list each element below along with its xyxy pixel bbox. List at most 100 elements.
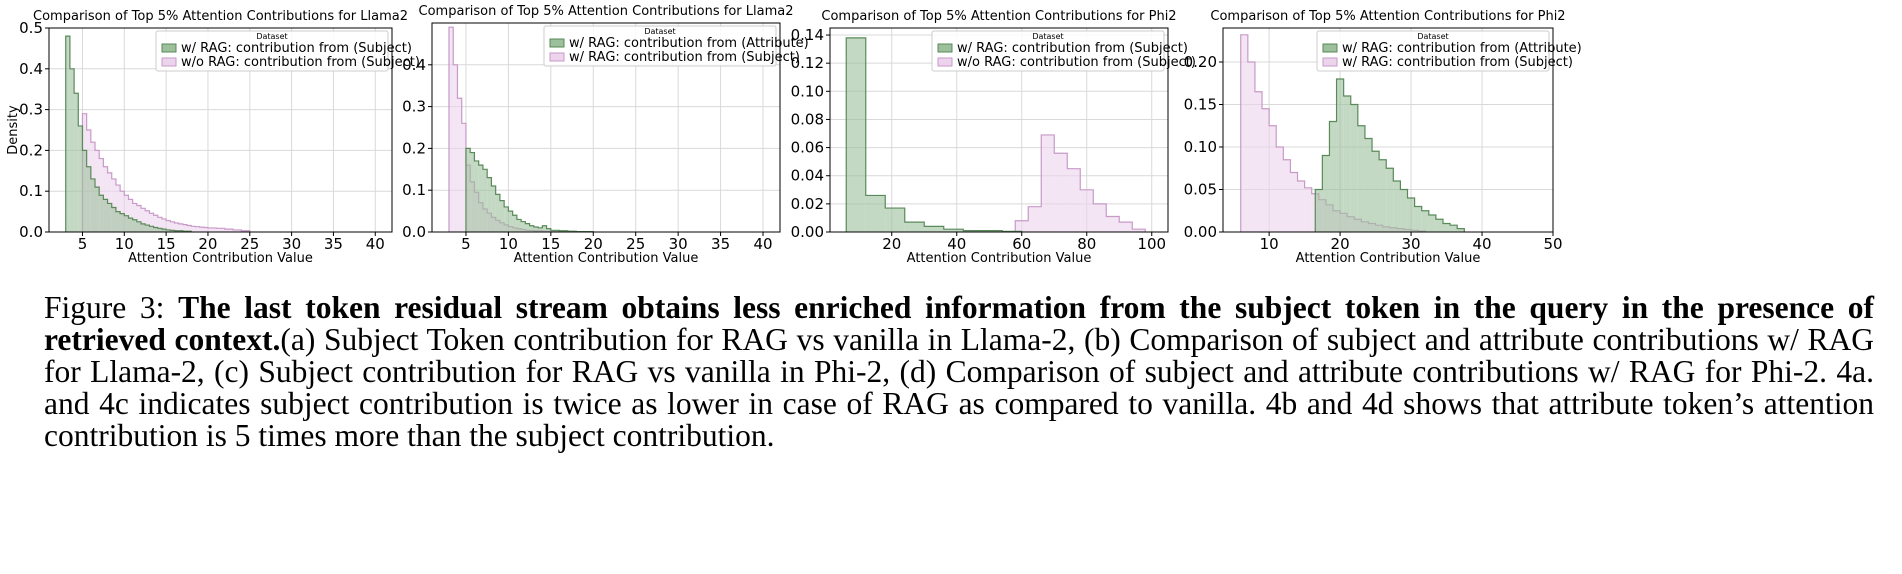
histogram-bar xyxy=(1428,215,1436,232)
histogram-bar xyxy=(1297,181,1305,232)
figure-charts: 5 10 15 20 25 30 35 40 0.0 0.1 0.2 0.3 0.4 0.5 Compari… xyxy=(6,4,1582,266)
histogram-bar xyxy=(216,228,225,232)
histogram-bar xyxy=(170,221,175,232)
plot-frame xyxy=(48,27,393,233)
histogram-bar xyxy=(174,230,183,232)
y-tick-label: 0.04 xyxy=(791,167,824,185)
histogram-bar xyxy=(128,218,133,232)
histogram-bar xyxy=(448,27,454,233)
histogram-bar xyxy=(1407,198,1415,232)
caption-body: (a) Subject Token contribution for RAG v… xyxy=(44,322,1874,453)
histogram-bar xyxy=(161,218,167,232)
series-1 xyxy=(1014,134,1146,232)
legend-box xyxy=(1316,30,1550,72)
x-tick-label: 10 xyxy=(1260,235,1279,253)
legend-label: w/ RAG: contribution from (Attribute) xyxy=(1342,41,1582,56)
histogram-bar xyxy=(170,230,175,232)
plot-frame xyxy=(829,27,1169,233)
histogram-bar xyxy=(453,64,458,232)
histogram-bar xyxy=(546,228,551,232)
y-tick-label: 0.0 xyxy=(402,223,426,241)
histogram-outline xyxy=(81,113,251,232)
histogram-bar xyxy=(1015,220,1029,232)
histogram-bar xyxy=(90,178,96,232)
chart-title: Comparison of Top 5% Attention Contribut… xyxy=(33,9,408,24)
histogram-bar xyxy=(107,203,112,232)
x-tick-label: 60 xyxy=(1012,235,1031,253)
x-tick-label: 20 xyxy=(198,235,217,253)
x-tick-label: 25 xyxy=(240,235,259,253)
chart-title: Comparison of Top 5% Attention Contribut… xyxy=(1210,9,1565,24)
plot-frame xyxy=(431,22,781,233)
histogram-bar xyxy=(69,68,75,232)
legend-label: w/ RAG: contribution from (Subject) xyxy=(569,50,800,65)
histogram-bar xyxy=(1254,91,1263,232)
histogram-bar xyxy=(1364,138,1373,232)
y-tick-label: 0.10 xyxy=(791,82,824,100)
histogram-outline xyxy=(1314,78,1465,232)
y-tick-label: 0.4 xyxy=(402,56,426,74)
histogram-bar xyxy=(499,200,505,232)
chart-phi2-subject: 20 40 60 80 100 0.00 0.02 0.04 0.06 0.08 0.10 0.12 0… xyxy=(791,9,1196,266)
y-axis-label: Density xyxy=(6,105,21,155)
histogram-bar xyxy=(1290,172,1298,232)
chart-llama2-attribute: 5 10 15 20 25 30 35 40 0.0 0.1 0.2 0.3 0.4 Comparison… xyxy=(402,4,809,266)
histogram-bar xyxy=(924,226,944,232)
legend-swatch xyxy=(937,43,953,53)
histogram-bar xyxy=(1414,206,1422,232)
x-tick-label: 40 xyxy=(366,235,385,253)
legend-swatch xyxy=(161,43,177,53)
histogram-bar xyxy=(465,148,471,232)
histogram-bar xyxy=(474,160,479,232)
legend-swatch xyxy=(1322,57,1338,67)
histogram-bar xyxy=(1368,223,1376,232)
x-tick-label: 40 xyxy=(753,235,772,253)
histogram-outline xyxy=(1014,134,1146,232)
y-tick-label: 0.05 xyxy=(1184,181,1217,199)
histogram-bar xyxy=(1041,134,1055,232)
histogram-bar xyxy=(78,125,83,232)
histogram-bar xyxy=(1325,204,1333,232)
series-0 xyxy=(465,147,594,233)
histogram-bar xyxy=(1386,168,1394,232)
histogram-bar xyxy=(1443,223,1451,232)
y-tick-label: 0.02 xyxy=(791,195,824,213)
y-tick-label: 0.0 xyxy=(19,223,43,241)
histogram-bar xyxy=(470,152,475,232)
figure-caption: Figure 3: The last token residual stream… xyxy=(44,292,1874,452)
x-tick-label: 25 xyxy=(626,235,645,253)
y-tick-label: 0.14 xyxy=(791,26,824,44)
histogram-bar xyxy=(224,229,234,232)
histogram-bar xyxy=(95,187,100,232)
x-tick-label: 15 xyxy=(157,235,176,253)
histogram-bar xyxy=(478,165,483,232)
y-tick-label: 0.2 xyxy=(19,141,43,159)
histogram-bar xyxy=(885,208,905,232)
plot-frame xyxy=(1222,27,1554,233)
y-tick-label: 0.5 xyxy=(19,19,43,37)
histogram-bar xyxy=(1379,159,1387,232)
histogram-bar xyxy=(145,225,150,232)
histogram-bar xyxy=(103,199,108,232)
x-tick-label: 20 xyxy=(882,235,901,253)
series-0 xyxy=(65,35,192,232)
x-tick-label: 80 xyxy=(1077,235,1096,253)
legend-label: w/ RAG: contribution from (Attribute) xyxy=(569,36,809,51)
chart-title: Comparison of Top 5% Attention Contribut… xyxy=(419,4,794,19)
legend-box xyxy=(155,30,389,72)
legend-label: w/ RAG: contribution from (Subject) xyxy=(957,41,1188,56)
histogram-bar xyxy=(525,223,530,232)
y-tick-label: 0.3 xyxy=(19,101,43,119)
x-axis-label: Attention Contribution Value xyxy=(1296,251,1481,266)
legend-swatch xyxy=(549,52,565,62)
histogram-bar xyxy=(1080,189,1094,232)
chart-llama2-subject: 5 10 15 20 25 30 35 40 0.0 0.1 0.2 0.3 0.4 0.5Compari… xyxy=(6,9,420,266)
legend-swatch xyxy=(1322,43,1338,53)
x-axis-label: Attention Contribution Value xyxy=(128,251,313,266)
histogram-bar xyxy=(1343,96,1351,232)
legend-swatch xyxy=(937,57,953,67)
histogram-bar xyxy=(516,219,522,232)
